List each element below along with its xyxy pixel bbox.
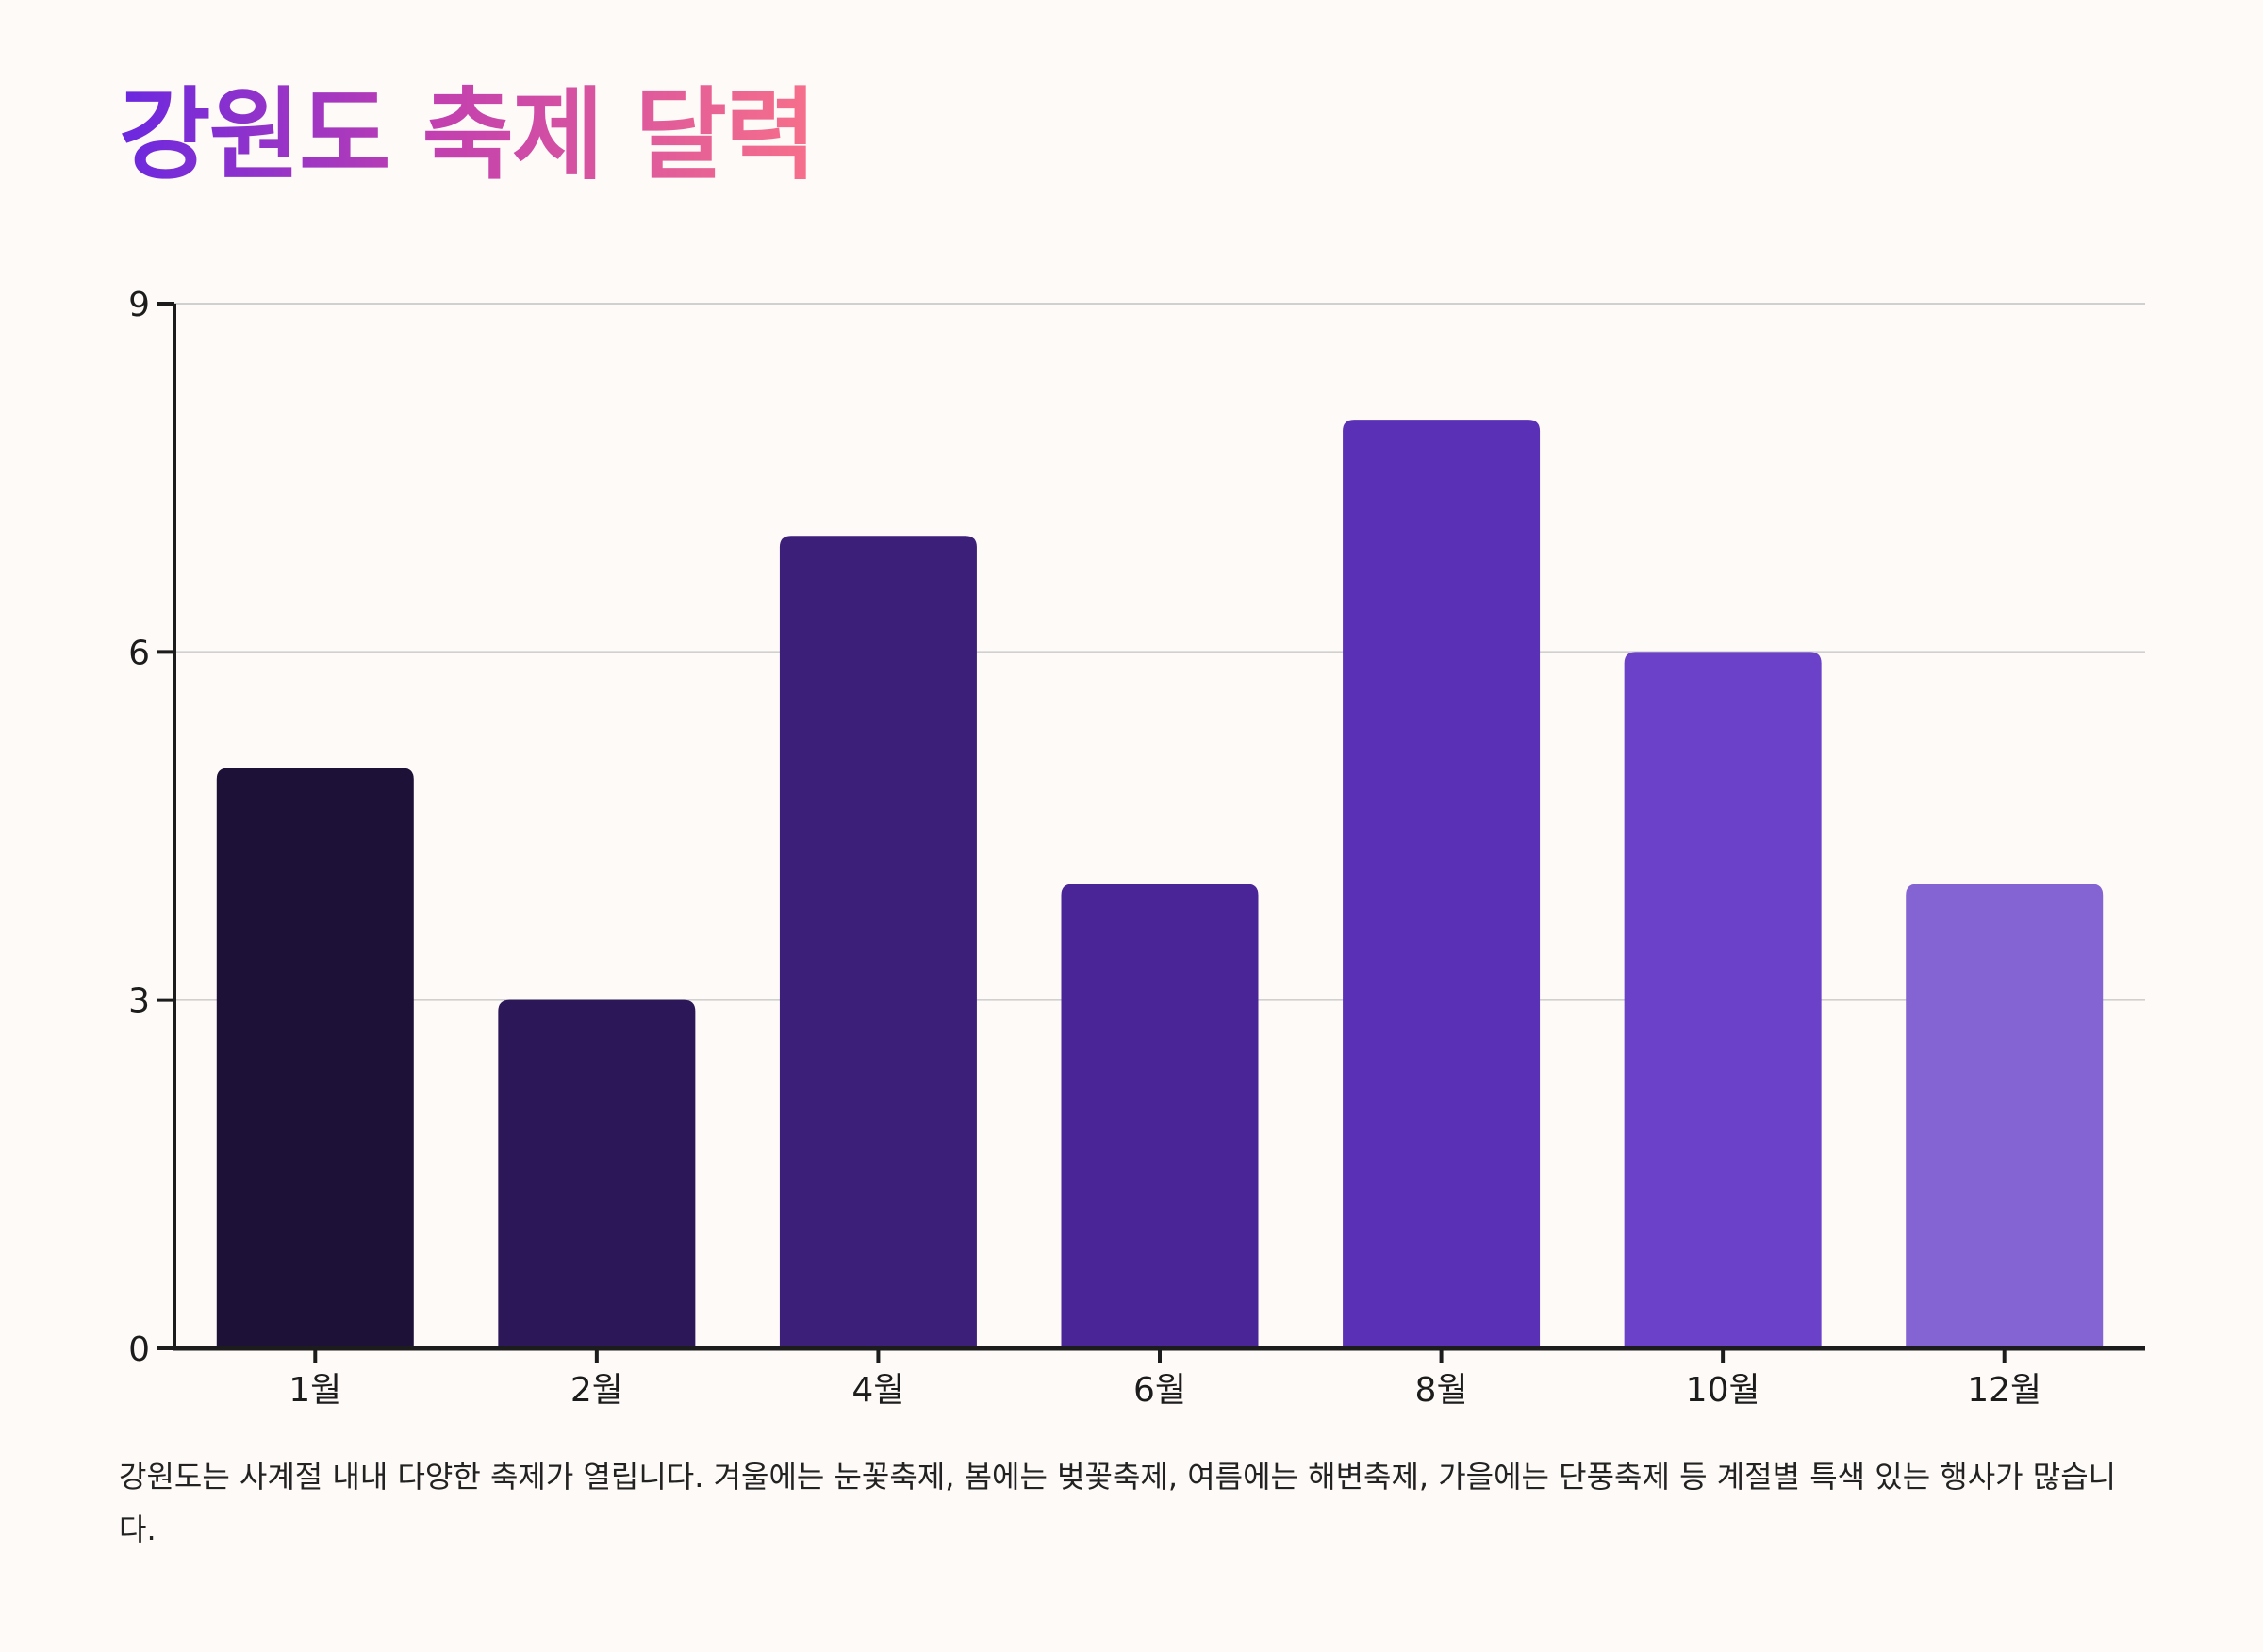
y-tick-label: 9 [128,286,150,324]
bar-2월 [498,999,696,1348]
y-tick-label: 0 [128,1330,150,1369]
bar-4월 [779,536,977,1348]
bars [216,420,2104,1349]
y-tick-label: 6 [128,634,150,672]
x-tick-label: 1월 [289,1371,341,1410]
x-tick-label: 6월 [1133,1371,1186,1410]
bar-6월 [1061,884,1259,1348]
x-tick-label: 4월 [851,1371,904,1410]
x-tick-label: 12월 [1967,1371,2041,1410]
x-ticks: 1월 2월 4월 6월 8월 10월 12월 [289,1348,2041,1410]
bar-1월 [216,768,414,1348]
chart-description: 강원도는 사계절 내내 다양한 축제가 열립니다. 겨울에는 눈꽃축제, 봄에는… [119,1459,2117,1547]
x-tick-label: 10월 [1686,1371,1760,1410]
y-tick-label: 3 [128,983,150,1021]
bar-10월 [1624,652,1822,1348]
bar-12월 [1906,884,2104,1348]
chart-title: 강원도 축제 달력 [119,74,817,199]
x-tick-label: 2월 [570,1371,623,1410]
bar-8월 [1343,420,1541,1349]
y-ticks: 0 3 6 9 [128,286,174,1369]
x-tick-label: 8월 [1415,1371,1468,1410]
